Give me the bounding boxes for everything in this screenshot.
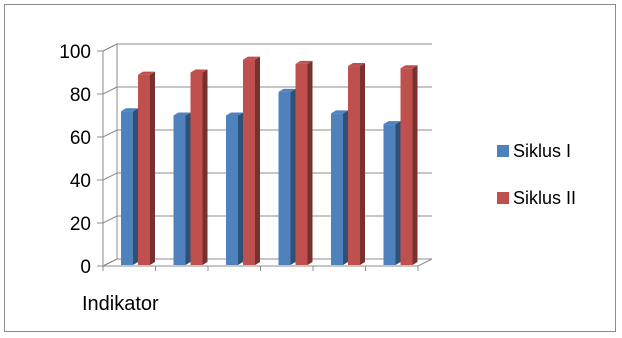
bar	[295, 60, 313, 266]
gridlines	[97, 43, 432, 271]
bar	[121, 108, 138, 265]
y-tick-label: 100	[59, 42, 91, 63]
legend: Siklus I Siklus II	[497, 141, 576, 208]
bar	[278, 88, 296, 265]
bar	[138, 71, 155, 266]
gridline-slant	[102, 172, 118, 181]
legend-item: Siklus II	[497, 188, 576, 208]
bar	[173, 112, 191, 265]
gridline-slant	[102, 215, 118, 224]
legend-swatch	[497, 145, 509, 157]
y-tick-label: 20	[70, 214, 91, 235]
legend-label: Siklus II	[513, 188, 576, 208]
y-tick-label: 60	[70, 128, 91, 149]
legend-item: Siklus I	[497, 141, 571, 161]
y-tick-labels: 0 20 40 60 80 100	[59, 42, 91, 278]
y-tick-label: 0	[80, 257, 91, 278]
y-tick-label: 40	[70, 171, 91, 192]
bar	[400, 65, 418, 265]
legend-label: Siklus I	[513, 141, 571, 161]
bar	[348, 63, 365, 265]
x-axis-label: Indikator	[82, 293, 159, 315]
y-tick-label: 80	[70, 85, 91, 106]
chart-frame: 0 20 40 60 80 100 Indikator Siklus I Siklus II	[4, 4, 616, 332]
gridline-slant	[102, 43, 118, 52]
legend-swatch	[497, 192, 509, 204]
bar	[243, 56, 260, 265]
bar-chart: 0 20 40 60 80 100 Indikator Siklus I Siklus II	[59, 42, 576, 315]
bar	[226, 112, 243, 265]
bar	[331, 110, 348, 265]
bars	[121, 56, 418, 266]
bar	[383, 121, 401, 265]
bar	[190, 69, 208, 265]
side-wall	[102, 43, 118, 267]
gridline-slant	[102, 258, 118, 267]
gridline-slant	[102, 129, 118, 138]
gridline-slant	[102, 86, 118, 95]
